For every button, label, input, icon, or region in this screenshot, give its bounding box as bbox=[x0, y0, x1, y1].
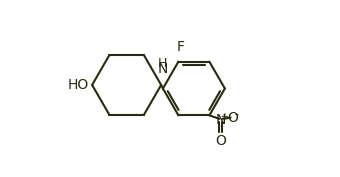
Text: O: O bbox=[215, 135, 226, 149]
Text: O: O bbox=[227, 111, 238, 125]
Text: F: F bbox=[176, 40, 184, 54]
Text: HO: HO bbox=[68, 78, 89, 92]
Text: H: H bbox=[158, 57, 168, 70]
Text: -: - bbox=[235, 109, 239, 119]
Text: N: N bbox=[158, 62, 168, 76]
Text: +: + bbox=[220, 112, 228, 122]
Text: N: N bbox=[215, 113, 225, 127]
